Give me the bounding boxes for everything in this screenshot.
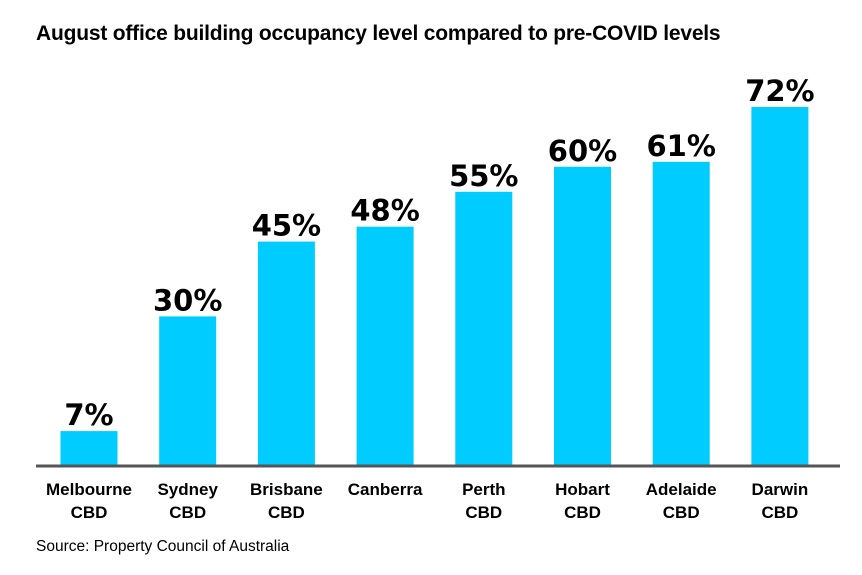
- category-label: CBD: [663, 503, 700, 522]
- category-label: Darwin: [752, 480, 809, 499]
- category-label: Hobart: [555, 480, 610, 499]
- category-label: CBD: [169, 503, 206, 522]
- category-label: CBD: [268, 503, 305, 522]
- bar: [356, 226, 414, 466]
- bar-value-label: 72%: [745, 74, 814, 108]
- bar-value-label: 30%: [153, 283, 222, 317]
- bar-value-label: 60%: [548, 134, 617, 168]
- category-label: Brisbane: [250, 480, 323, 499]
- bar: [652, 161, 710, 467]
- bar: [159, 316, 217, 466]
- bar: [257, 241, 315, 466]
- bar-value-label: 61%: [646, 129, 715, 163]
- category-label: Canberra: [348, 480, 423, 499]
- category-label: Adelaide: [646, 480, 717, 499]
- bar-value-label: 48%: [350, 194, 419, 228]
- category-label: CBD: [465, 503, 502, 522]
- bar: [455, 191, 513, 467]
- chart-title: August office building occupancy level c…: [36, 22, 721, 45]
- bar: [60, 431, 118, 466]
- bar: [751, 107, 809, 466]
- source-note: Source: Property Council of Australia: [36, 538, 290, 555]
- category-label: CBD: [761, 503, 798, 522]
- category-label: Perth: [462, 480, 505, 499]
- bar-value-label: 7%: [64, 398, 113, 432]
- bar-value-label: 45%: [252, 209, 321, 243]
- category-label: Sydney: [157, 480, 218, 499]
- category-label: CBD: [71, 503, 108, 522]
- category-label: Melbourne: [46, 480, 132, 499]
- category-label: CBD: [564, 503, 601, 522]
- bar: [554, 166, 611, 467]
- bar-value-label: 55%: [449, 159, 518, 193]
